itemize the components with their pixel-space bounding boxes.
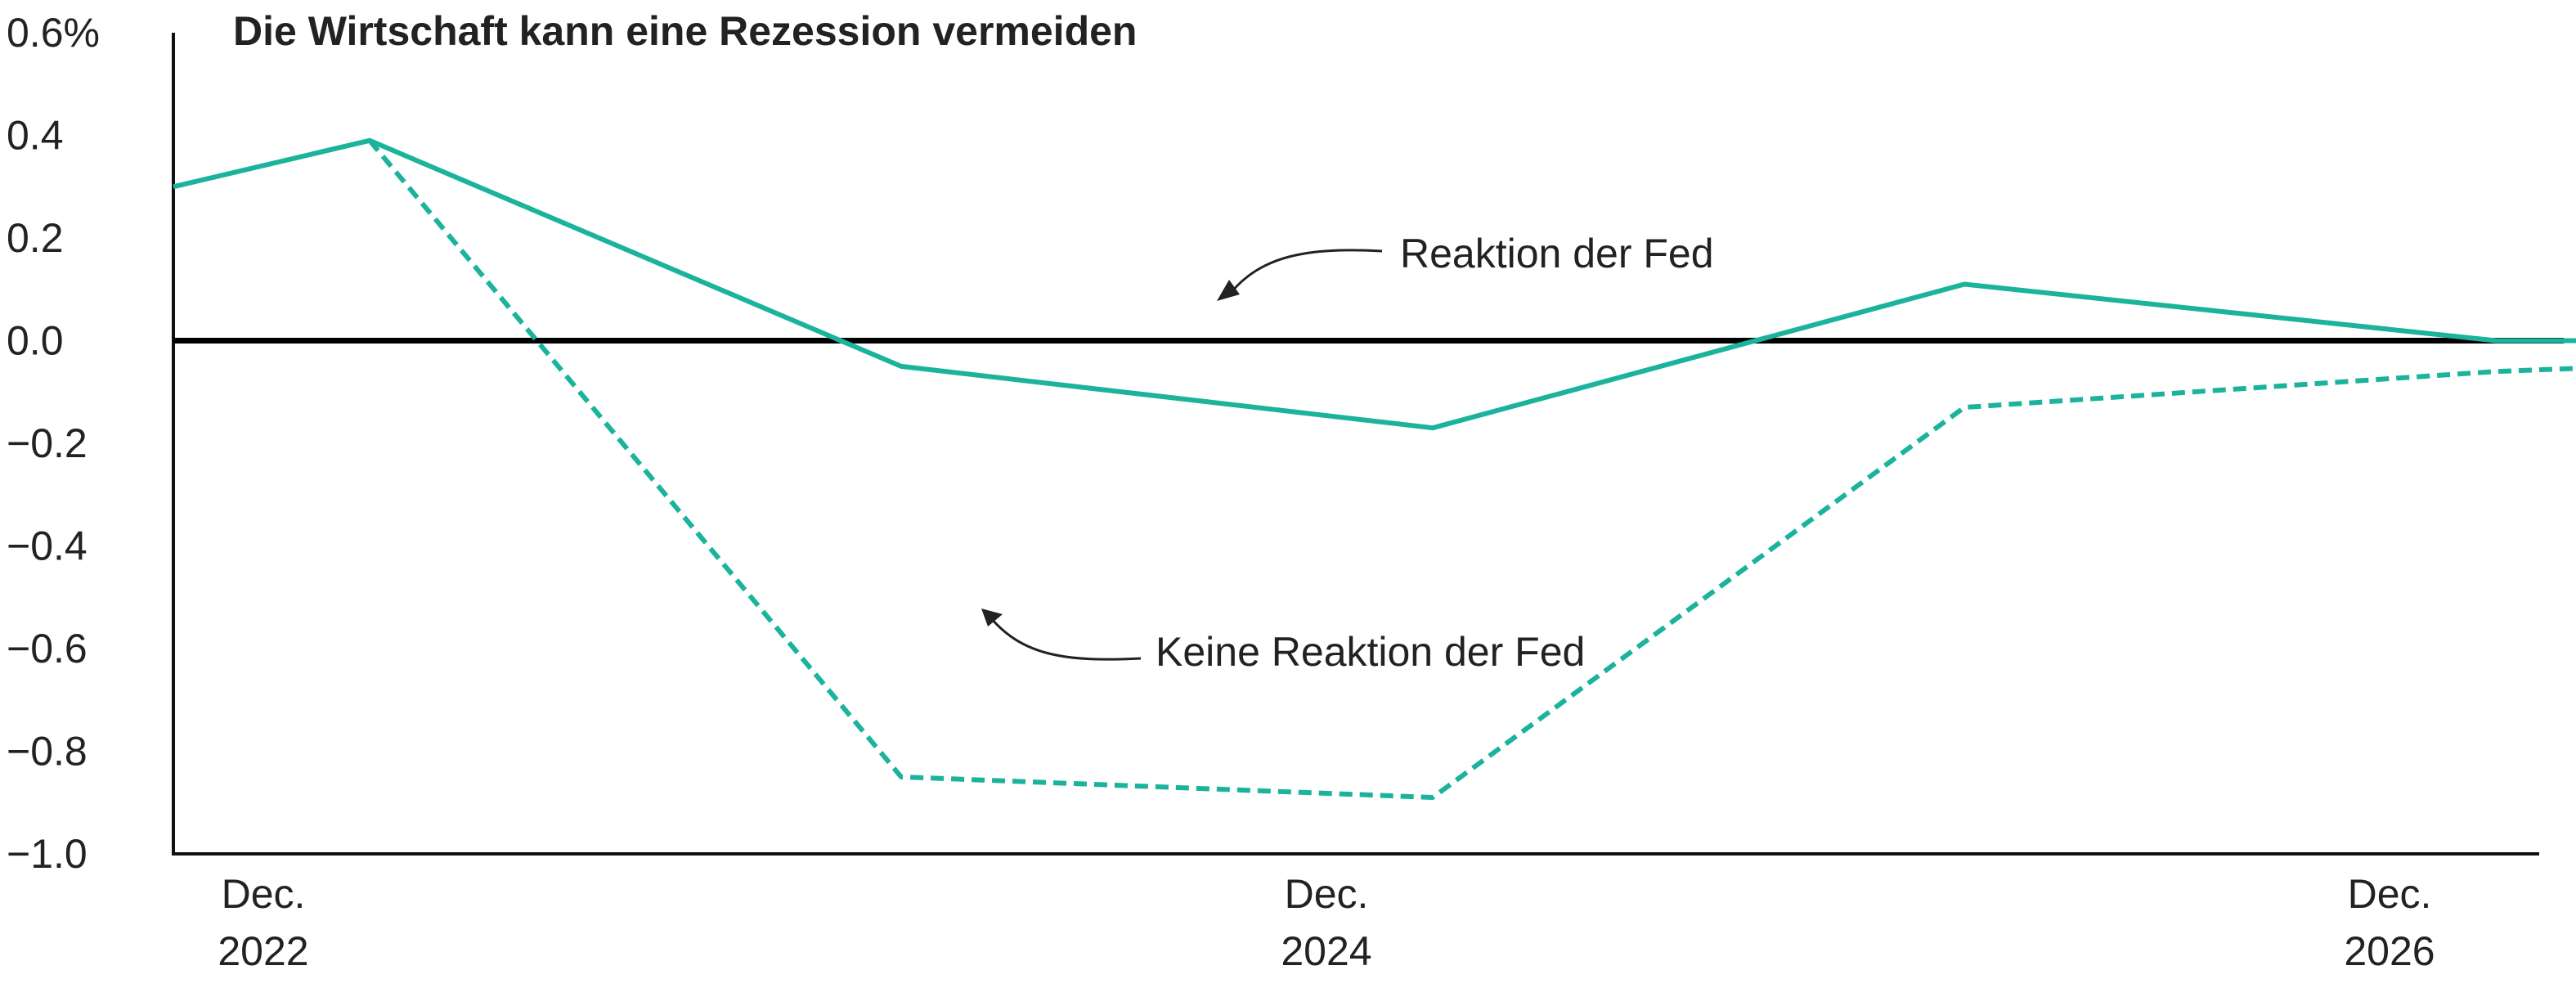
- x-tick-label-month: Dec.: [1285, 871, 1369, 917]
- x-tick-label-year: 2024: [1281, 928, 1371, 974]
- y-tick-label: 0.2: [7, 215, 64, 261]
- y-tick-label: −0.4: [7, 523, 88, 569]
- x-tick-label-month: Dec.: [222, 871, 306, 917]
- y-tick-label: 0.0: [7, 318, 64, 364]
- x-tick-label-year: 2026: [2344, 928, 2435, 974]
- annotation-label-keine-reaktion: Keine Reaktion der Fed: [1156, 629, 1585, 675]
- x-tick-label-month: Dec.: [2348, 871, 2432, 917]
- x-tick-label-year: 2022: [218, 928, 308, 974]
- annotations: Reaktion der Fed Keine Reaktion der Fed: [981, 231, 1714, 675]
- y-tick-label: −0.2: [7, 420, 88, 466]
- series-line-1: [367, 138, 2576, 800]
- series-lines: [173, 137, 2576, 800]
- annotation-arrow-reaktion: [1227, 249, 1383, 297]
- y-tick-label: 0.4: [7, 113, 64, 159]
- y-tick-label: 0.6%: [7, 10, 100, 56]
- annotation-arrowhead-keine-reaktion: [981, 609, 1003, 626]
- y-tick-label: −1.0: [7, 831, 88, 877]
- y-axis: 0.6% 0.4 0.2 0.0 −0.2 −0.4 −0.6 −0.8 −1.0: [7, 10, 175, 877]
- chart-title: Die Wirtschaft kann eine Rezession verme…: [233, 8, 1137, 54]
- annotation-arrowhead-reaktion: [1217, 280, 1240, 301]
- y-tick-label: −0.6: [7, 626, 88, 671]
- annotation-label-reaktion: Reaktion der Fed: [1400, 231, 1714, 276]
- annotation-arrow-keine-reaktion: [990, 618, 1142, 661]
- y-tick-label: −0.8: [7, 729, 88, 775]
- series-line-0: [173, 137, 2576, 431]
